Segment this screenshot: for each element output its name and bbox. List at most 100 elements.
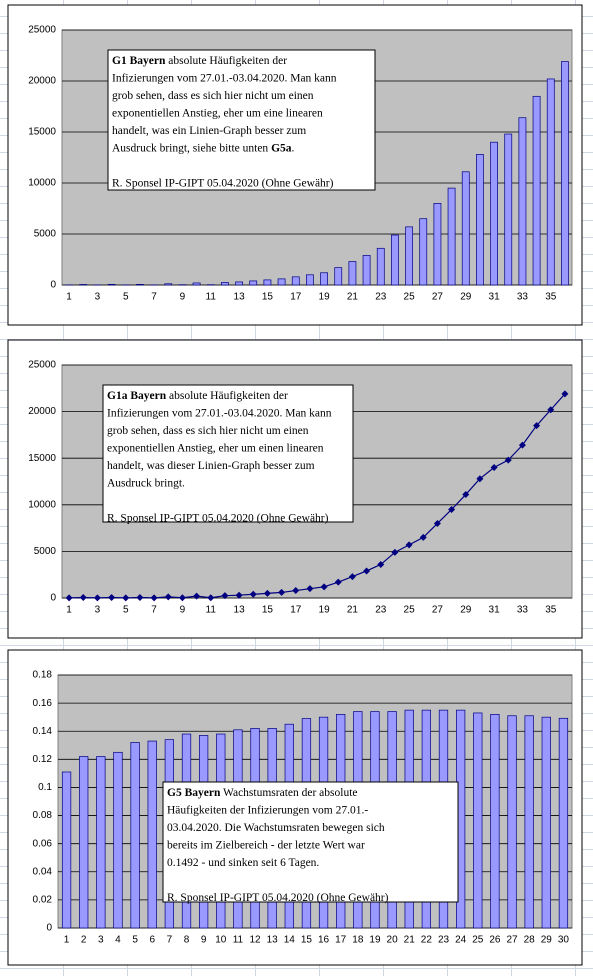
marker: [306, 585, 314, 593]
annotation-line: G1 Bayern absolute Häufigkeiten der: [112, 55, 287, 67]
x-tick-label: 27: [432, 605, 444, 616]
annotation-text: 03.04.2020. Die Wachstumsraten bewegen s…: [167, 822, 385, 834]
x-tick-label: 11: [233, 935, 244, 946]
annotation-text: absolute Häufigkeiten der: [165, 55, 287, 67]
x-tick-label: 20: [387, 935, 399, 946]
annotation-box: [107, 49, 376, 191]
bar: [79, 284, 88, 286]
x-tick-label: 9: [180, 292, 186, 303]
marker: [79, 594, 87, 602]
x-tick-label: 27: [506, 935, 518, 946]
bar: [334, 267, 343, 286]
annotation-text: G5 Bayern: [167, 787, 221, 799]
x-tick-label: 11: [206, 292, 217, 303]
y-tick-label: 0.06: [33, 838, 53, 849]
marker: [108, 593, 116, 601]
x-tick-label: 19: [369, 935, 381, 946]
y-tick-label: 15000: [28, 453, 56, 464]
x-tick-label: 7: [151, 605, 157, 616]
x-tick-label: 13: [267, 935, 279, 946]
y-tick-label: 25000: [28, 25, 56, 36]
y-tick-label: 20000: [28, 406, 56, 417]
marker: [193, 592, 201, 600]
annotation-box: [162, 781, 459, 903]
bar: [504, 133, 513, 286]
bar: [348, 261, 357, 286]
marker: [178, 594, 186, 602]
annotation-line: exponentiellen Anstieg, eher um eine lin…: [112, 108, 323, 120]
x-tick-label: 14: [284, 935, 296, 946]
annotation-line: Infizierungen vom 27.01.-03.04.2020. Man…: [107, 408, 332, 420]
annotation-line: grob sehen, dass es sich hier nicht um e…: [112, 90, 314, 102]
x-tick-label: 19: [319, 605, 331, 616]
annotation-credit: R. Sponsel IP-GIPT 05.04.2020 (Ohne Gewä…: [167, 892, 389, 904]
bar: [391, 234, 399, 286]
marker: [249, 590, 257, 598]
x-tick-label: 21: [347, 292, 359, 303]
annotation-text: G5a: [271, 143, 292, 155]
x-tick-label: 1: [64, 935, 70, 946]
y-tick-label: 5000: [34, 546, 57, 557]
x-tick-label: 33: [517, 292, 529, 303]
bar: [447, 187, 456, 286]
x-tick-label: 26: [489, 935, 501, 946]
bar: [249, 280, 258, 286]
x-tick-label: 5: [123, 292, 129, 303]
y-tick-label: 0.16: [33, 698, 53, 709]
annotation-text: grob sehen, dass es sich hier nicht um e…: [107, 425, 309, 437]
x-tick-label: 25: [472, 935, 484, 946]
x-tick-label: 9: [180, 605, 186, 616]
x-tick-label: 24: [455, 935, 467, 946]
x-tick-label: 18: [352, 935, 364, 946]
x-tick-label: 15: [262, 605, 274, 616]
x-tick-label: 31: [489, 292, 501, 303]
x-tick-label: 19: [319, 292, 331, 303]
x-tick-label: 5: [123, 605, 129, 616]
y-tick-label: 0.12: [33, 754, 53, 765]
y-tick-label: 10000: [28, 499, 56, 510]
y-tick-label: 25000: [28, 360, 56, 371]
bar: [518, 117, 527, 286]
x-tick-label: 11: [206, 605, 217, 616]
x-tick-label: 21: [347, 605, 359, 616]
bar: [433, 203, 442, 286]
x-tick-label: 31: [489, 605, 501, 616]
annotation-text: G1a Bayern: [107, 390, 167, 402]
x-tick-label: 3: [98, 935, 104, 946]
x-tick-label: 4: [115, 935, 121, 946]
y-tick-label: 0.1: [38, 782, 52, 793]
annotation-text: grob sehen, dass es sich hier nicht um e…: [112, 90, 314, 102]
x-tick-label: 6: [149, 935, 155, 946]
x-tick-label: 33: [517, 605, 529, 616]
marker: [363, 567, 371, 575]
bar: [507, 715, 517, 929]
x-tick-label: 28: [524, 935, 536, 946]
annotation-text: handelt, was dieser Linien-Graph besser …: [107, 460, 315, 472]
marker: [334, 578, 342, 586]
annotation-text: absolute Häufigkeiten der: [166, 390, 288, 402]
marker: [136, 593, 144, 601]
marker: [462, 491, 470, 499]
marker: [476, 475, 484, 483]
annotation-line: G1a Bayern absolute Häufigkeiten der: [107, 390, 288, 402]
marker: [263, 589, 271, 597]
x-tick-label: 23: [375, 292, 387, 303]
annotation-line: handelt, was ein Linien-Graph besser zum: [112, 125, 306, 137]
y-tick-label: 0.08: [33, 810, 53, 821]
x-tick-label: 23: [375, 605, 387, 616]
x-tick-label: 13: [234, 605, 246, 616]
x-tick-label: 21: [404, 935, 416, 946]
x-tick-label: 3: [95, 605, 101, 616]
x-tick-label: 5: [132, 935, 138, 946]
annotation-text: bereits im Zielbereich - der letzte Wert…: [167, 840, 365, 852]
bar: [473, 712, 483, 929]
annotation-line: bereits im Zielbereich - der letzte Wert…: [167, 840, 365, 852]
y-tick-label: 0.18: [33, 670, 53, 681]
marker: [65, 594, 73, 602]
bar: [541, 716, 551, 929]
annotation-line: exponentiellen Anstieg, eher um einen li…: [107, 443, 324, 455]
marker: [433, 519, 441, 527]
x-tick-label: 13: [234, 292, 246, 303]
x-tick-label: 7: [151, 292, 157, 303]
